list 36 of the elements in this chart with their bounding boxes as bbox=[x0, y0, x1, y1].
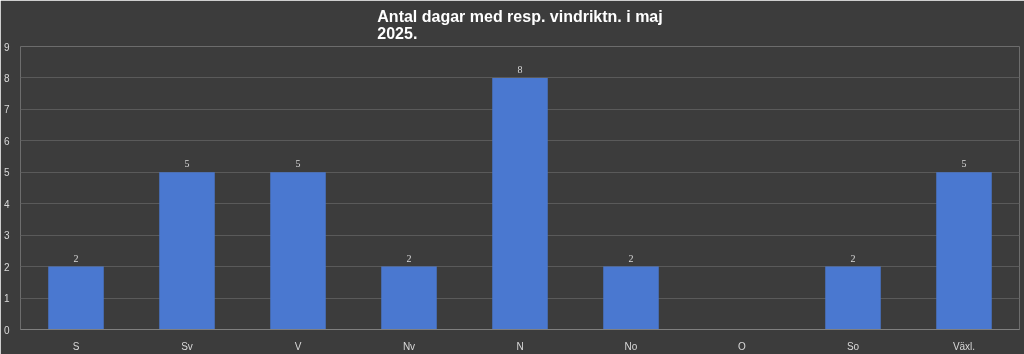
bar bbox=[48, 266, 104, 330]
data-label: 2 bbox=[628, 252, 634, 264]
data-label: 5 bbox=[184, 158, 190, 170]
x-tick-label: S bbox=[72, 340, 80, 352]
data-label: 5 bbox=[295, 158, 301, 170]
bar bbox=[936, 172, 992, 330]
data-label: 8 bbox=[517, 63, 523, 75]
data-label: 5 bbox=[961, 158, 967, 170]
x-tick-label: N bbox=[516, 340, 524, 352]
y-tick-label: 7 bbox=[3, 104, 10, 116]
x-tick-label: Växl. bbox=[952, 340, 976, 352]
y-tick-label: 0 bbox=[3, 324, 10, 336]
data-label: 2 bbox=[850, 252, 856, 264]
x-tick-label: No bbox=[624, 340, 638, 352]
bar bbox=[270, 172, 326, 330]
data-label: 2 bbox=[406, 252, 412, 264]
data-label: 2 bbox=[73, 252, 79, 264]
x-tick-label: V bbox=[294, 340, 302, 352]
x-tick-label: So bbox=[846, 340, 860, 352]
y-tick-label: 1 bbox=[3, 293, 10, 305]
y-tick-label: 8 bbox=[3, 72, 10, 84]
y-tick-label: 3 bbox=[3, 230, 10, 242]
x-tick-label: Sv bbox=[181, 340, 193, 352]
bar bbox=[825, 266, 881, 330]
y-tick-label: 2 bbox=[3, 261, 10, 273]
bar bbox=[492, 77, 548, 330]
bar bbox=[381, 266, 437, 330]
x-tick-label: O bbox=[738, 340, 747, 352]
bar bbox=[603, 266, 659, 330]
chart-title: Antal dagar med resp. vindriktn. i maj 2025. bbox=[377, 7, 663, 42]
x-tick-label: Nv bbox=[402, 340, 416, 352]
y-tick-label: 5 bbox=[3, 167, 10, 179]
y-tick-label: 9 bbox=[3, 41, 10, 53]
y-tick-label: 6 bbox=[3, 135, 10, 147]
bar bbox=[159, 172, 215, 330]
y-tick-label: 4 bbox=[3, 198, 10, 210]
